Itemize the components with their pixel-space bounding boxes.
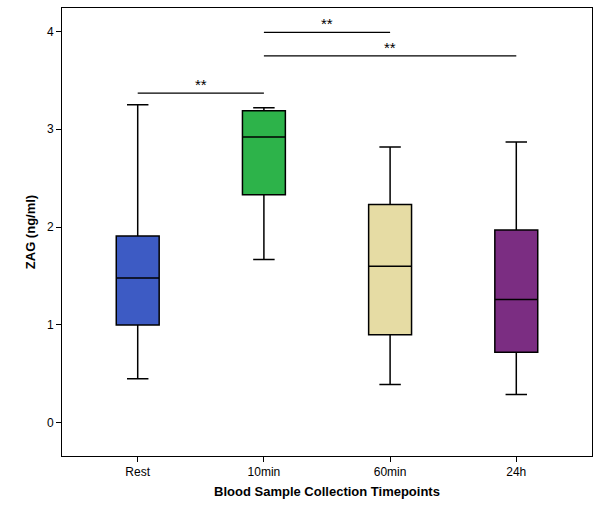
svg-text:0: 0 (47, 416, 54, 430)
svg-text:Blood Sample Collection Timepo: Blood Sample Collection Timepoints (214, 484, 440, 499)
svg-text:**: ** (384, 39, 396, 56)
svg-text:60min: 60min (374, 465, 407, 479)
svg-text:Rest: Rest (125, 465, 150, 479)
svg-text:ZAG (ng/ml): ZAG (ng/ml) (23, 195, 38, 269)
svg-text:**: ** (195, 76, 207, 93)
svg-text:10min: 10min (248, 465, 281, 479)
svg-text:2: 2 (47, 220, 54, 234)
svg-text:4: 4 (47, 25, 54, 39)
svg-text:**: ** (321, 15, 333, 32)
svg-text:3: 3 (47, 122, 54, 136)
svg-text:1: 1 (47, 318, 54, 332)
svg-text:24h: 24h (506, 465, 526, 479)
